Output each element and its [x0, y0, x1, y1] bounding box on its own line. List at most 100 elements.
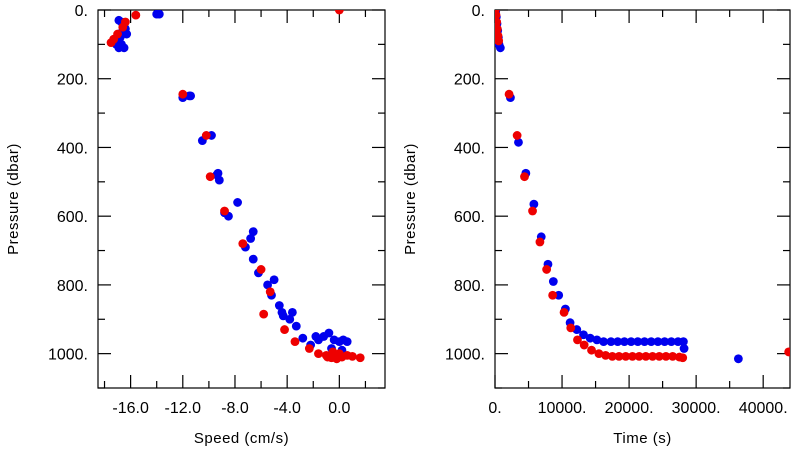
blue-data-point	[248, 227, 258, 237]
x-tick-label: 20000.	[605, 400, 654, 417]
red-data-point	[347, 351, 357, 361]
x-tick-label: 0.	[488, 400, 501, 417]
blue-data-point	[678, 337, 688, 347]
red-data-point	[238, 239, 248, 249]
red-data-point	[201, 131, 211, 140]
red-data-point	[495, 17, 502, 27]
blue-data-point	[285, 314, 295, 324]
red-data-point	[280, 325, 289, 334]
y-tick-label: 1000.	[48, 347, 88, 364]
blue-data-point	[640, 337, 649, 347]
red-data-point	[131, 10, 141, 20]
blue-data-point	[599, 337, 609, 347]
red-data-point	[113, 29, 122, 39]
blue-data-point	[269, 275, 279, 285]
red-data-point	[628, 351, 637, 361]
blue-data-point	[287, 308, 297, 317]
red-data-point	[314, 349, 323, 359]
red-data-point	[290, 337, 300, 347]
blue-data-point	[298, 333, 308, 343]
red-data-point	[220, 206, 229, 216]
red-data-point	[259, 309, 269, 319]
blue-data-point	[554, 290, 564, 300]
x-tick-label: 0.0	[328, 400, 350, 417]
y-tick-label: 600.	[57, 209, 88, 226]
red-data-point	[542, 265, 552, 274]
blue-data-point	[263, 280, 272, 290]
data-points	[495, 10, 790, 364]
x-axis-label: Speed (cm/s)	[194, 430, 289, 447]
red-data-point	[355, 353, 365, 363]
red-data-point	[579, 340, 589, 350]
red-data-point	[520, 172, 529, 182]
red-data-point	[634, 351, 644, 361]
x-tick-label: -4.0	[273, 400, 301, 417]
red-data-point	[205, 172, 215, 182]
blue-data-point	[733, 354, 743, 364]
red-data-point	[587, 345, 596, 355]
red-data-point	[304, 344, 314, 353]
blue-data-point	[186, 91, 196, 101]
red-data-point	[654, 351, 664, 361]
red-data-point	[566, 323, 576, 333]
red-data-point	[265, 287, 275, 297]
y-axis-label: Pressure (dbar)	[5, 143, 22, 255]
red-data-point	[614, 351, 624, 361]
data-points	[106, 10, 365, 364]
y-tick-label: 400.	[454, 140, 485, 157]
x-tick-label: 30000.	[672, 400, 721, 417]
red-data-point	[178, 89, 188, 99]
red-data-point	[495, 10, 501, 20]
y-tick-label: 0.	[75, 3, 88, 20]
blue-data-point	[613, 337, 623, 347]
blue-data-point	[514, 137, 523, 147]
blue-data-point	[233, 198, 242, 207]
red-data-point	[661, 351, 671, 361]
red-data-point	[120, 17, 130, 27]
red-data-point	[607, 351, 617, 361]
blue-data-point	[154, 10, 164, 19]
blue-data-point	[529, 199, 539, 209]
blue-data-point	[213, 168, 223, 178]
red-data-point	[641, 351, 651, 361]
blue-data-point	[324, 328, 334, 338]
x-tick-label: -16.0	[112, 400, 149, 417]
red-data-point	[648, 351, 657, 361]
y-axis-label: Pressure (dbar)	[402, 143, 419, 255]
red-data-point	[512, 131, 522, 140]
blue-data-point	[633, 337, 643, 347]
red-data-point	[559, 308, 569, 317]
blue-data-point	[214, 175, 224, 185]
y-tick-label: 800.	[454, 278, 485, 295]
blue-data-point	[660, 337, 670, 347]
y-tick-label: 600.	[454, 209, 485, 226]
blue-data-point	[548, 277, 558, 286]
blue-data-point	[619, 337, 629, 347]
red-data-point	[784, 347, 790, 357]
red-data-point	[528, 206, 537, 216]
red-data-point	[601, 350, 611, 360]
red-data-point	[668, 351, 678, 361]
blue-data-point	[579, 330, 588, 340]
red-data-point	[334, 349, 344, 359]
x-tick-label: -8.0	[221, 400, 249, 417]
blue-data-point	[246, 234, 256, 243]
y-tick-label: 800.	[57, 278, 88, 295]
red-data-point	[495, 36, 504, 46]
red-data-point	[535, 237, 545, 247]
plot-frame	[97, 9, 386, 389]
time-pressure-scatter: 0. 200. 400. 600. 800. 1000. 0. 10000. 20000. 300…	[402, 3, 791, 447]
red-data-point	[495, 24, 502, 34]
red-data-point	[256, 265, 266, 274]
blue-data-point	[626, 337, 636, 347]
red-data-point	[548, 290, 558, 300]
red-data-point	[106, 38, 116, 48]
blue-data-point	[277, 308, 287, 317]
blue-data-point	[646, 337, 656, 347]
blue-data-point	[342, 337, 352, 347]
x-tick-label: 40000.	[739, 400, 788, 417]
plot-frame	[494, 9, 791, 389]
y-tick-label: 200.	[57, 72, 88, 89]
speed-pressure-scatter: 0. 200. 400. 600. 800. 1000. -16.0 -12.0 -8.0 -4.…	[5, 3, 386, 447]
